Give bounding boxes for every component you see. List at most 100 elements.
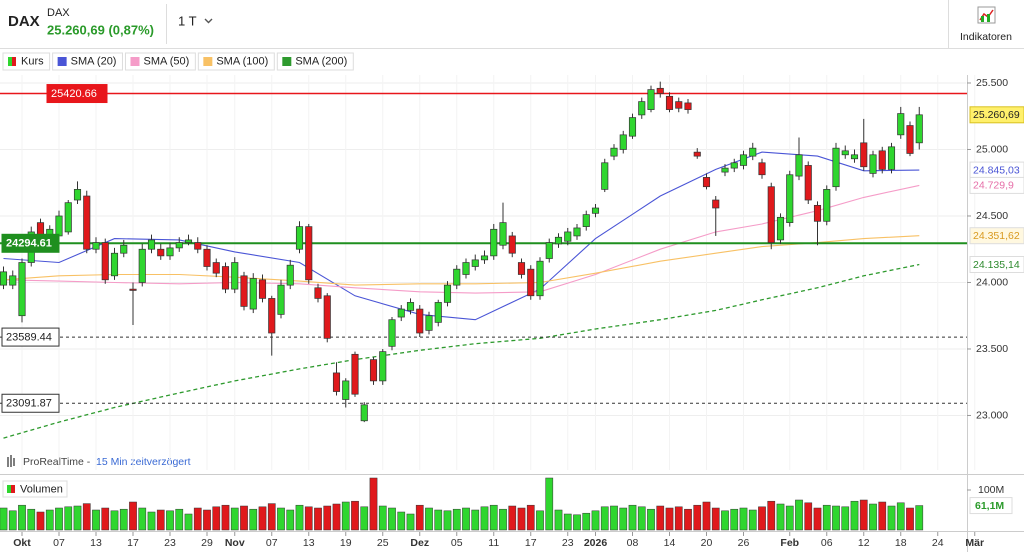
volume-bar (693, 504, 702, 531)
volume-bar (563, 513, 572, 531)
candle-body (138, 248, 146, 283)
volume-bar (684, 508, 692, 531)
volume-bar (378, 505, 387, 531)
x-tick-label: 23 (164, 537, 176, 549)
volume-bar (665, 507, 674, 531)
level-label-box (46, 84, 108, 104)
volume-bar (351, 500, 359, 531)
candle-body (628, 117, 637, 137)
interval-dropdown[interactable]: 1 T (178, 13, 213, 28)
volume-bar (425, 507, 433, 531)
candle-body (277, 284, 285, 315)
candle-body (739, 154, 748, 166)
volume-bar (27, 508, 36, 531)
volume-bar (767, 500, 776, 531)
volume-bar (813, 507, 822, 531)
sma-line (3, 235, 920, 286)
value-badge (969, 227, 1024, 245)
x-tick-label: Feb (780, 537, 799, 549)
level-label: 23091.87 (1, 393, 60, 413)
volume-bar (129, 501, 137, 531)
y-tick-label: 24.000 (976, 276, 1008, 288)
indicators-label[interactable]: Indikatoren (960, 31, 1012, 43)
candle-body (175, 242, 183, 249)
value-badge-text: 24.351,62 (973, 230, 1020, 242)
x-tick-label: Nov (225, 537, 245, 549)
volume-bar (517, 507, 526, 531)
volume-bar (240, 505, 248, 531)
level-label-text: 23589.44 (6, 331, 52, 343)
candle-body (665, 95, 674, 110)
volume-bar (55, 507, 63, 531)
footer-icon (7, 455, 15, 467)
volume-bar (582, 512, 591, 531)
volume-bar (92, 509, 100, 531)
volume-bar (628, 504, 637, 531)
x-tick-label: 11 (488, 537, 499, 549)
level-label: 23589.44 (1, 327, 60, 347)
candle-body (841, 150, 849, 156)
value-badge-text: 61,1M (975, 500, 1004, 512)
level-label-text: 25420.66 (51, 88, 97, 100)
candle-body (203, 248, 211, 267)
volume-bar (896, 502, 905, 531)
volume-bar (850, 500, 859, 531)
y-tick-label: 24.500 (976, 210, 1008, 222)
candle-body (887, 146, 896, 170)
legend-item[interactable]: SMA (200) (276, 52, 354, 71)
legend-item[interactable]: SMA (20) (52, 52, 123, 71)
candle-body (342, 380, 350, 400)
volume-bar (536, 510, 544, 531)
interval[interactable]: 1 T (178, 13, 197, 28)
candle-body (194, 242, 202, 250)
volume-bar (776, 503, 785, 531)
candle-body (379, 351, 387, 382)
legend-label: SMA (100) (216, 55, 268, 67)
volume-bar (730, 508, 739, 531)
volume-bar (859, 499, 868, 531)
candle-body (499, 222, 507, 246)
volume-bar (332, 503, 341, 531)
x-tick-label: 24 (932, 537, 944, 549)
panel-title: Volumen (20, 483, 63, 495)
x-tick-label: 08 (627, 537, 639, 549)
indicators-button[interactable]: Indikatoren (960, 6, 1012, 43)
candle-body (157, 248, 165, 257)
x-tick-label: Okt (13, 537, 31, 549)
volume-bar (841, 506, 850, 531)
candle-body (295, 226, 304, 250)
legend-box (124, 52, 196, 71)
candle-body (786, 174, 794, 223)
instrument-name: DAX (47, 7, 70, 19)
candle-body (268, 298, 276, 334)
legend-item[interactable]: Kurs (2, 52, 51, 71)
candle-body (0, 271, 8, 286)
volume-bar (600, 506, 609, 531)
panel-title-box (2, 480, 68, 498)
candle-body (749, 147, 757, 157)
candle-body (767, 186, 775, 243)
volume-bar (443, 510, 452, 531)
candle-body (416, 308, 424, 334)
candle-body (517, 262, 526, 275)
candle-body (712, 199, 720, 209)
x-tick-label: 13 (90, 537, 102, 549)
y-tick-label: 25.500 (976, 77, 1008, 89)
volume-bar (702, 501, 711, 531)
volume-bar (915, 505, 924, 531)
candle-body (184, 239, 193, 243)
volume-bar (471, 509, 480, 531)
candle-body (249, 278, 257, 310)
value-badge (969, 176, 1024, 194)
level-label-text: 24294.61 (6, 238, 52, 250)
volume-bar (360, 506, 369, 531)
volume-bar (748, 509, 757, 531)
legend-item[interactable]: SMA (50) (124, 52, 196, 71)
x-tick-label: 17 (525, 537, 537, 549)
volume-bar (110, 510, 119, 531)
value-badge-text: 25.260,69 (973, 109, 1020, 121)
legend-item[interactable]: SMA (100) (197, 52, 275, 71)
y-tick-label: 25.000 (976, 143, 1008, 155)
x-tick-label: 14 (664, 537, 676, 549)
